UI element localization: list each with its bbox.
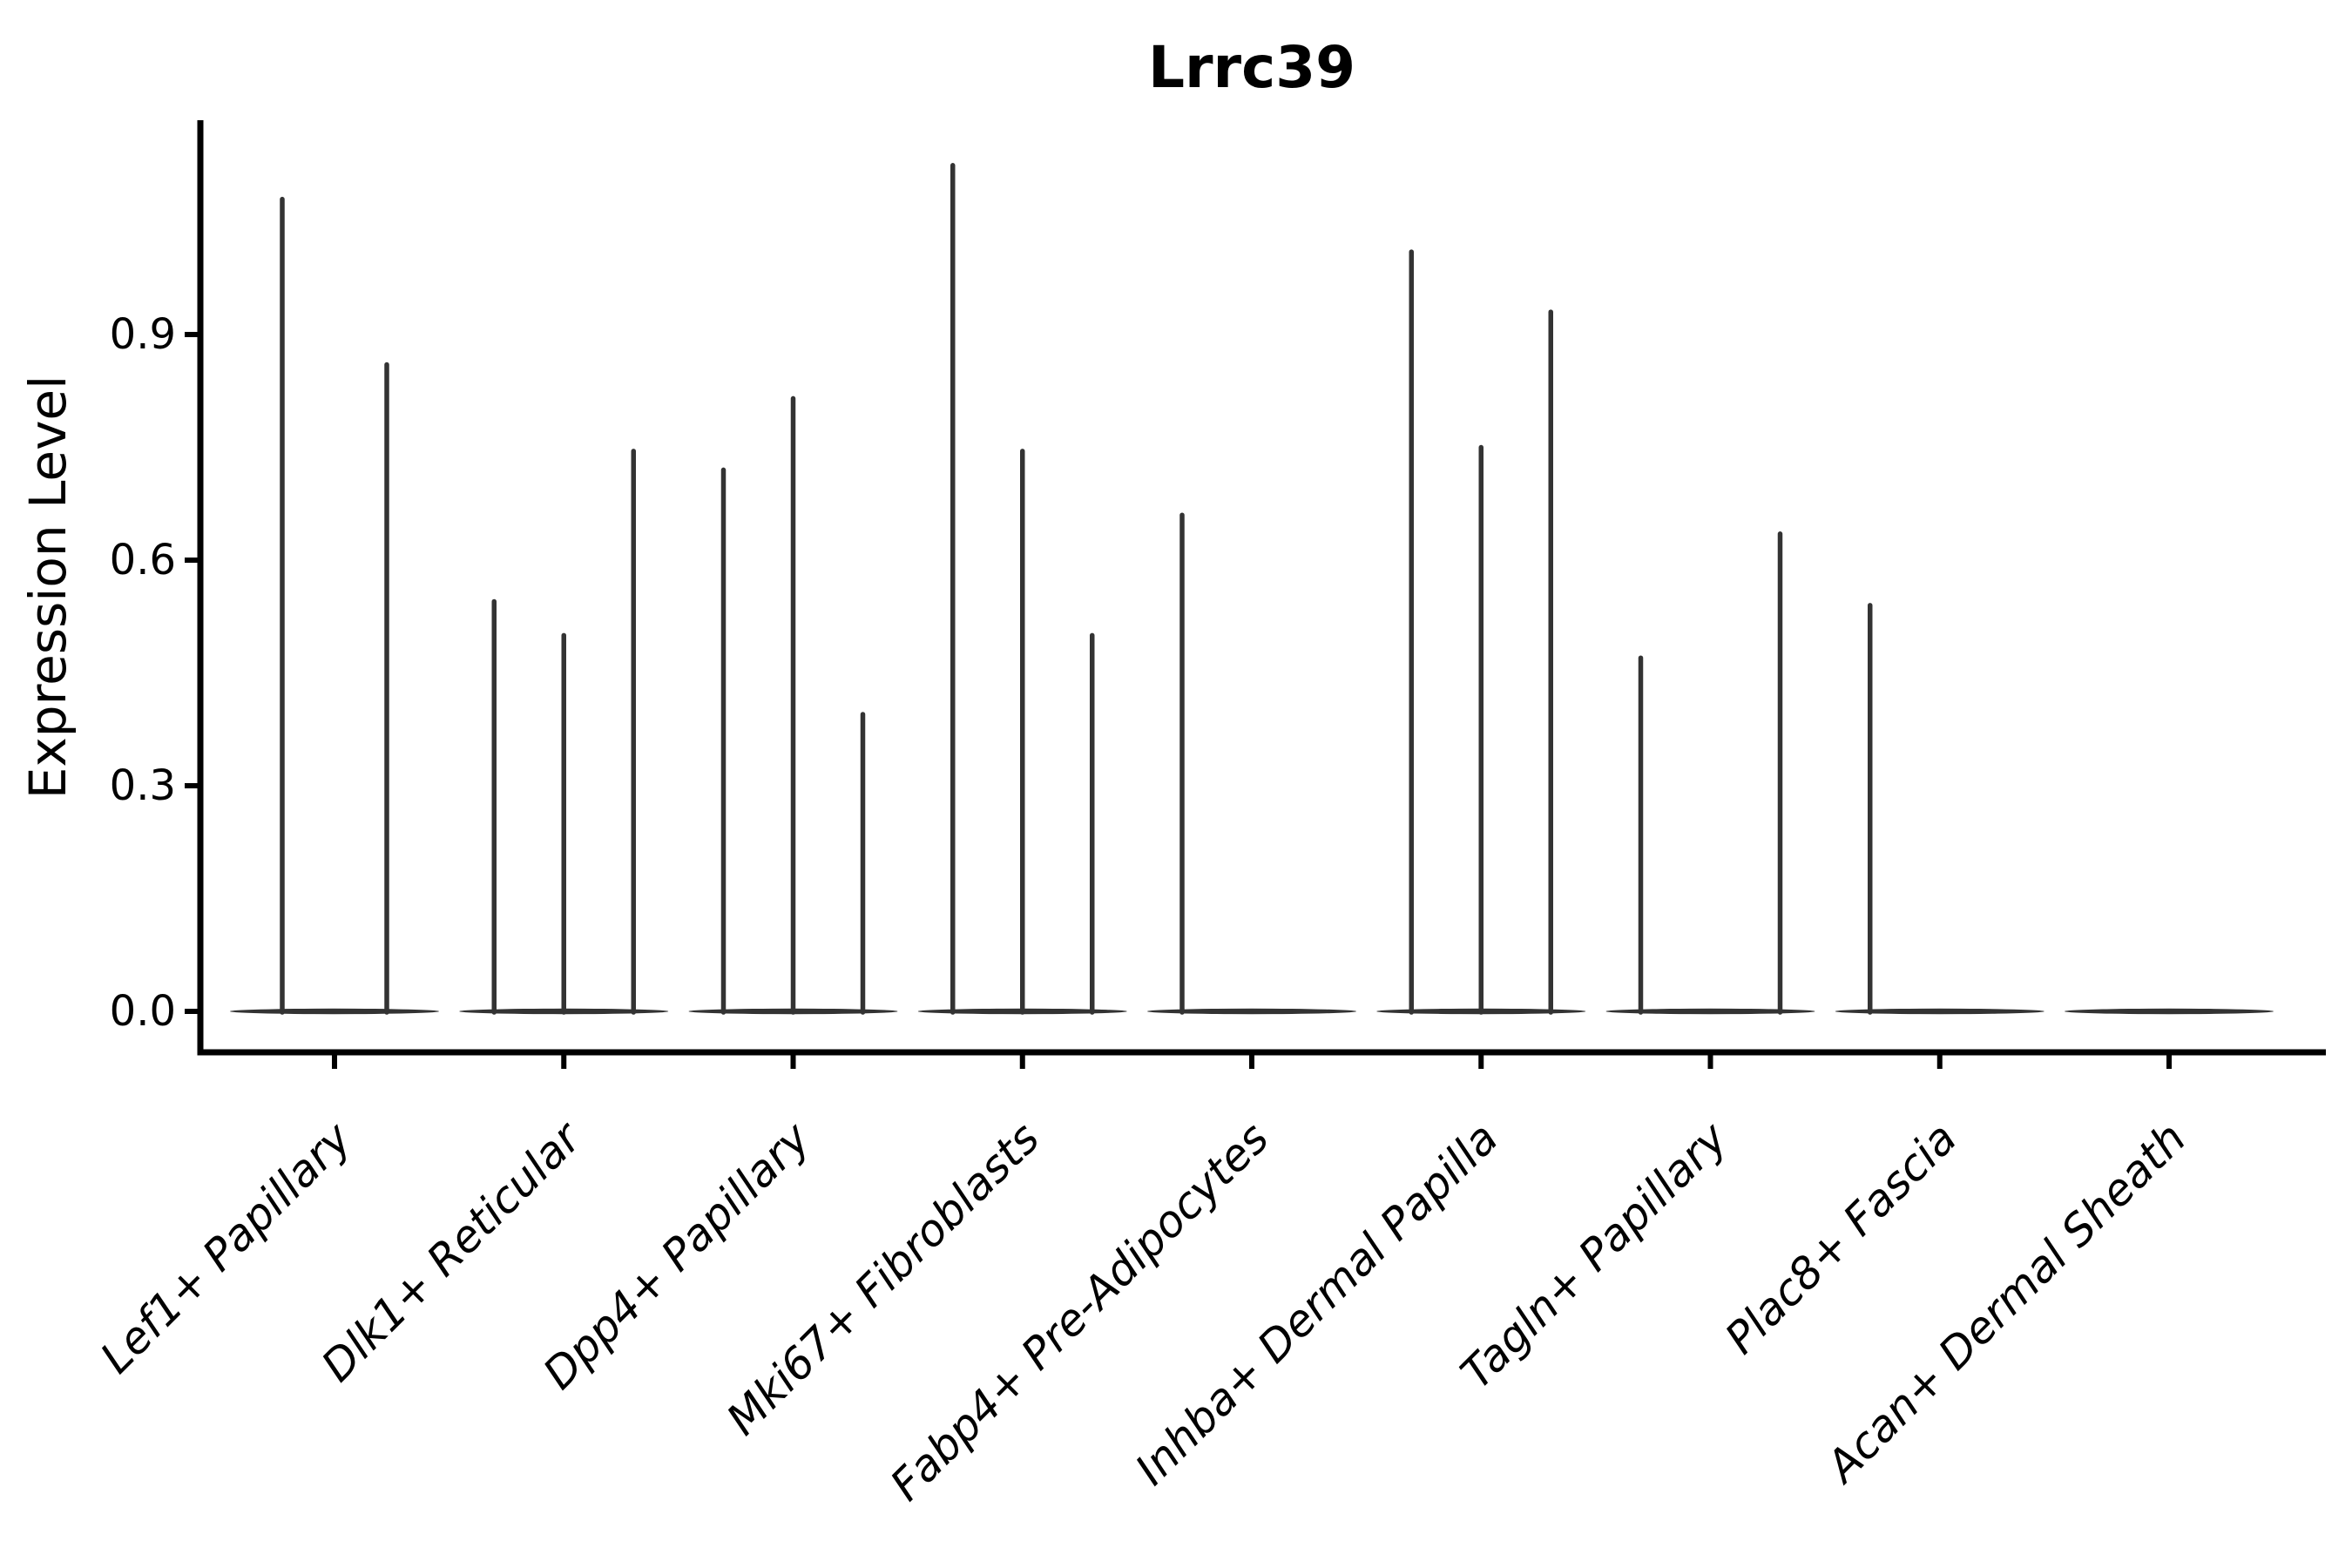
violin-base xyxy=(2065,1008,2274,1015)
axes xyxy=(185,120,2326,1069)
x-category-label: Fabp4+ Pre-Adipocytes xyxy=(881,1112,1279,1511)
y-tick-label: 0.0 xyxy=(110,987,176,1036)
y-tick-label: 0.3 xyxy=(110,761,176,810)
y-tick-label: 0.6 xyxy=(110,536,176,585)
violin-base xyxy=(1147,1008,1356,1015)
y-axis-label: Expression Level xyxy=(18,375,78,799)
x-category-label: Plac8+ Fascia xyxy=(1715,1112,1966,1363)
violin-base xyxy=(230,1008,439,1015)
x-category-label: Lef1+ Papillary xyxy=(91,1112,362,1382)
x-category-label: Inhba+ Dermal Papilla xyxy=(1125,1112,1507,1494)
violin-base xyxy=(1605,1008,1815,1015)
violins xyxy=(230,163,2274,1015)
y-tick-label: 0.9 xyxy=(110,310,176,359)
x-category-label: Acan+ Dermal Sheath xyxy=(1815,1112,2196,1493)
violin-base xyxy=(1835,1008,2044,1015)
plot-title: Lrrc39 xyxy=(1148,34,1355,101)
